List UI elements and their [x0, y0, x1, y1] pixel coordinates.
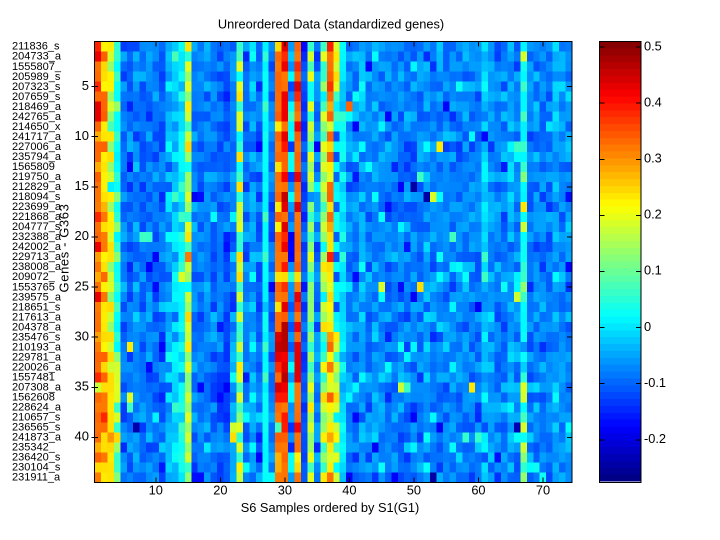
- svg-text:214650_x: 214650_x: [12, 121, 61, 133]
- svg-text:223699_a: 223699_a: [12, 201, 62, 213]
- svg-text:235794_a: 235794_a: [12, 151, 62, 163]
- svg-text:1562608: 1562608: [12, 392, 55, 404]
- svg-text:228624_a: 228624_a: [12, 402, 62, 414]
- svg-text:235476_s: 235476_s: [12, 331, 61, 343]
- svg-text:Unreordered Data (standardized: Unreordered Data (standardized genes): [218, 17, 444, 32]
- svg-text:1555807_: 1555807_: [12, 61, 62, 73]
- svg-text:0.3: 0.3: [644, 151, 662, 166]
- svg-text:212829_a: 212829_a: [12, 181, 62, 193]
- svg-text:238008_a: 238008_a: [12, 261, 62, 273]
- svg-text:207308_a: 207308_a: [12, 381, 62, 393]
- svg-text:210657_s: 210657_s: [12, 412, 61, 424]
- svg-text:229713_a: 229713_a: [12, 251, 62, 263]
- svg-text:217613_a: 217613_a: [12, 311, 62, 323]
- svg-text:227006_a: 227006_a: [12, 141, 62, 153]
- svg-text:20: 20: [75, 228, 89, 243]
- svg-text:1557481: 1557481: [12, 371, 55, 383]
- svg-text:218094_s: 218094_s: [12, 191, 61, 203]
- svg-text:1553765: 1553765: [12, 281, 55, 293]
- svg-text:209072_: 209072_: [12, 271, 56, 283]
- svg-text:210193_a: 210193_a: [12, 341, 62, 353]
- svg-text:Genes - G363: Genes - G363: [57, 204, 72, 293]
- svg-text:35: 35: [75, 378, 89, 393]
- svg-text:219750_a: 219750_a: [12, 171, 62, 183]
- svg-text:0.1: 0.1: [644, 263, 662, 278]
- svg-text:207323_s: 207323_s: [12, 81, 61, 93]
- svg-text:211836_s: 211836_s: [12, 41, 60, 53]
- svg-text:40: 40: [75, 429, 89, 444]
- svg-text:5: 5: [82, 78, 89, 93]
- svg-text:50: 50: [407, 483, 421, 498]
- svg-text:204777_s: 204777_s: [12, 221, 61, 233]
- svg-text:10: 10: [149, 483, 163, 498]
- svg-text:0: 0: [644, 319, 651, 334]
- svg-text:20: 20: [213, 483, 227, 498]
- svg-text:25: 25: [75, 278, 89, 293]
- svg-text:40: 40: [342, 483, 356, 498]
- svg-text:0.2: 0.2: [644, 207, 662, 222]
- svg-text:220026_a: 220026_a: [12, 361, 62, 373]
- svg-text:30: 30: [278, 483, 292, 498]
- svg-text:204378_a: 204378_a: [12, 321, 62, 333]
- svg-text:235342_: 235342_: [12, 442, 56, 454]
- svg-text:-0.1: -0.1: [644, 375, 666, 390]
- svg-text:10: 10: [75, 128, 89, 143]
- svg-text:205989_s: 205989_s: [12, 71, 61, 83]
- svg-text:242765_a: 242765_a: [12, 111, 62, 123]
- svg-text:60: 60: [471, 483, 485, 498]
- svg-text:70: 70: [536, 483, 550, 498]
- svg-text:230104_s: 230104_s: [12, 462, 61, 474]
- svg-text:239575_a: 239575_a: [12, 291, 62, 303]
- svg-text:-0.2: -0.2: [644, 431, 666, 446]
- svg-text:221868_a: 221868_a: [12, 211, 62, 223]
- svg-text:241873_a: 241873_a: [12, 432, 62, 444]
- svg-text:S6 Samples ordered by S1(G1): S6 Samples ordered by S1(G1): [241, 500, 420, 515]
- svg-text:0.4: 0.4: [644, 94, 662, 109]
- svg-text:236420_s: 236420_s: [12, 452, 61, 464]
- svg-text:242002_a: 242002_a: [12, 241, 62, 253]
- svg-text:207659_s: 207659_s: [12, 91, 61, 103]
- svg-text:218469_a: 218469_a: [12, 101, 62, 113]
- svg-text:229781_a: 229781_a: [12, 351, 62, 363]
- svg-text:232388_a: 232388_a: [12, 231, 62, 243]
- svg-text:241717_a: 241717_a: [12, 131, 62, 143]
- svg-text:1565809: 1565809: [12, 161, 55, 173]
- svg-text:0.5: 0.5: [644, 38, 662, 53]
- svg-text:30: 30: [75, 328, 89, 343]
- svg-text:236565_s: 236565_s: [12, 422, 61, 434]
- svg-text:231911_a: 231911_a: [12, 472, 61, 484]
- svg-text:218651_s: 218651_s: [12, 301, 61, 313]
- svg-text:204733_a: 204733_a: [12, 51, 62, 63]
- svg-text:15: 15: [75, 178, 89, 193]
